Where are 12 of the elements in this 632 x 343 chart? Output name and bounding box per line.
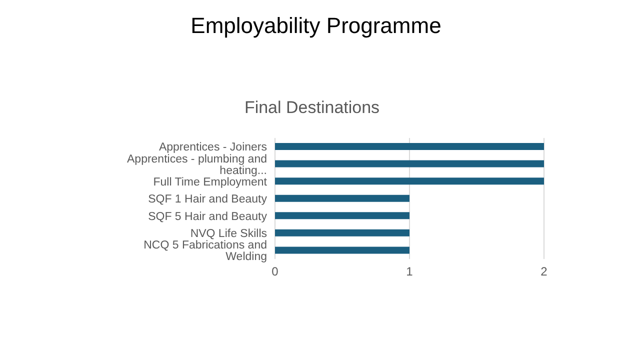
y-tick-label: NCQ 5 Fabrications and Welding [144, 240, 267, 264]
chart-title: Employability Programme [190, 13, 442, 39]
y-tick-label: SQF 1 Hair and Beauty [148, 194, 268, 206]
x-tick-label: 2 [540, 264, 548, 279]
y-tick-label: SQF 5 Hair and Beauty [148, 210, 268, 223]
chart-subtitle: Final Destinations [243, 98, 381, 118]
x-tick-label: 1 [406, 264, 414, 279]
x-tick-label: 0 [272, 264, 279, 279]
y-tick-label: Apprentices - plumbing and heating... [127, 153, 267, 177]
y-tick-label: Full Time Employment [153, 176, 268, 188]
y-tick-label: NVQ Life Skills [190, 228, 268, 240]
y-tick-label: Apprentices - Joiners [158, 142, 268, 154]
